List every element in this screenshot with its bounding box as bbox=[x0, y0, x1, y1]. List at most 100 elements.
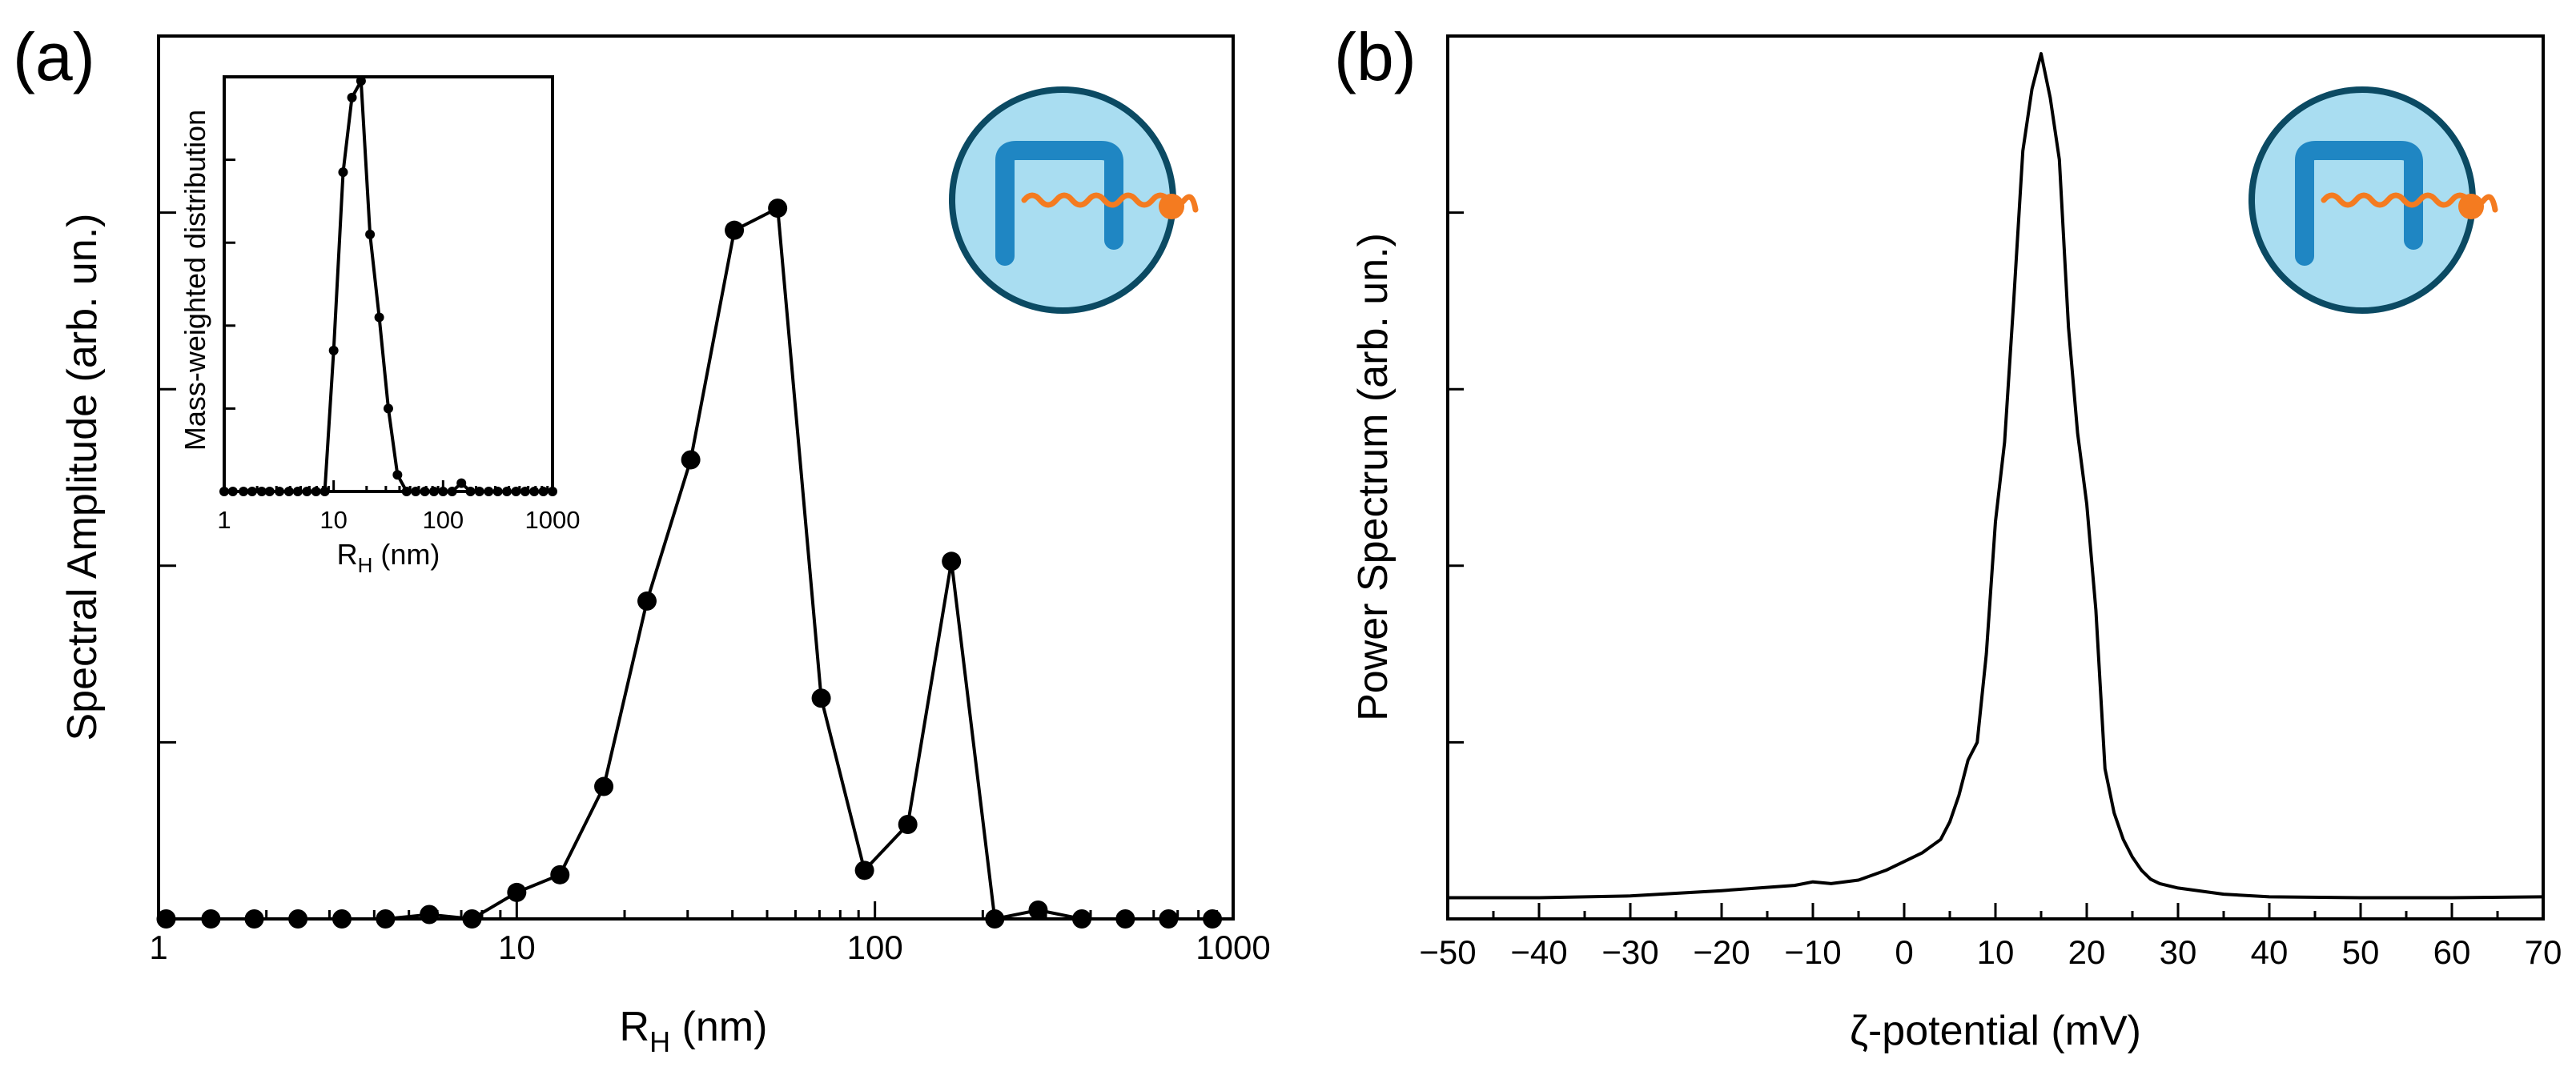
inset-data-point bbox=[401, 487, 412, 496]
inset-data-point bbox=[411, 487, 421, 496]
inset-data-point bbox=[328, 345, 339, 355]
panel-a-data-point bbox=[854, 860, 874, 880]
panel-a-x-tick-label: 100 bbox=[847, 929, 903, 966]
panel-a-data-point bbox=[1159, 909, 1179, 929]
inset-data-point bbox=[484, 487, 494, 496]
panel-a-x-tick-label: 1 bbox=[149, 929, 167, 966]
inset-data-point bbox=[428, 487, 439, 496]
inset-data-point bbox=[383, 403, 393, 414]
inset-data-point bbox=[492, 487, 503, 496]
panel-a-data-point bbox=[681, 450, 701, 470]
panel-b-x-tick-label: 10 bbox=[1977, 933, 2015, 971]
inset-data-point bbox=[392, 470, 403, 480]
panel-a: (a) 1 10 100 1000 Spectral Amplitude (arb. … bbox=[13, 19, 1271, 1058]
panel-a-series bbox=[156, 199, 1223, 929]
micelle-polymer-icon bbox=[2248, 86, 2498, 314]
panel-b-label: (b) bbox=[1334, 19, 1417, 94]
inset-x-axis-title-sub: H bbox=[358, 553, 373, 577]
inset-data-point bbox=[365, 229, 376, 239]
panel-a-x-tick-labels: 1 10 100 1000 bbox=[149, 929, 1270, 966]
panel-b-x-tick-label: 60 bbox=[2433, 933, 2471, 971]
panel-a-x-tick-label: 1000 bbox=[1196, 929, 1270, 966]
inset-data-point bbox=[227, 487, 238, 496]
panel-a-data-point bbox=[244, 909, 264, 929]
panel-b-x-tick-label: 0 bbox=[1895, 933, 1913, 971]
inset-x-tick-label: 1 bbox=[217, 506, 231, 534]
panel-b-x-tick-labels: −50 −40 −30 −20 −10 0 10 20 30 40 50 60 70 bbox=[1419, 933, 2562, 971]
inset-data-point bbox=[247, 487, 257, 496]
chain-end-group bbox=[1159, 194, 1184, 219]
panel-a-data-point bbox=[462, 909, 482, 929]
inset-data-point bbox=[420, 487, 430, 496]
inset-data-point bbox=[338, 167, 348, 178]
panel-a-data-point bbox=[156, 909, 176, 929]
inset-x-axis-title-main: R bbox=[337, 538, 358, 571]
inset-data-point bbox=[264, 487, 275, 496]
panel-a-data-point bbox=[1028, 900, 1048, 920]
panel-b-x-tick-label: 40 bbox=[2251, 933, 2289, 971]
panel-b-x-tick-label: −50 bbox=[1419, 933, 1476, 971]
inset-data-point bbox=[548, 487, 557, 496]
panel-b-y-axis-title: Power Spectrum (arb. un.) bbox=[1350, 233, 1397, 721]
panel-a-data-point bbox=[985, 909, 1005, 929]
panel-a-x-axis-title: RH (nm) bbox=[620, 1004, 768, 1058]
panel-b-x-tick-label: 50 bbox=[2342, 933, 2380, 971]
micelle-polymer-icon bbox=[949, 86, 1199, 314]
panel-a-data-point bbox=[288, 909, 308, 929]
inset-x-axis-title: RH (nm) bbox=[337, 538, 440, 577]
panel-a-series-line bbox=[166, 207, 1213, 921]
inset-data-point bbox=[520, 487, 530, 496]
panel-b: (b) −50 −40 −30 −20 −10 0 10 20 30 40 50 60 70 Power… bbox=[1334, 19, 2562, 1054]
panel-a-data-point bbox=[550, 864, 570, 884]
panel-b-series bbox=[1448, 52, 2544, 900]
panel-a-x-axis-title-unit: (nm) bbox=[670, 1004, 767, 1050]
panel-b-x-tick-label: 30 bbox=[2160, 933, 2197, 971]
inset-x-axis-title-unit: (nm) bbox=[372, 538, 440, 571]
panel-a-x-axis-title-sub: H bbox=[649, 1025, 670, 1058]
inset-data-point bbox=[447, 487, 457, 496]
inset-data-point bbox=[465, 487, 476, 496]
panel-a-data-point bbox=[1071, 909, 1091, 929]
panel-a-data-point bbox=[1115, 909, 1135, 929]
inset-data-point bbox=[511, 487, 521, 496]
panel-a-data-point bbox=[332, 909, 352, 929]
inset-y-axis-title: Mass-weighted distribution bbox=[179, 110, 211, 451]
inset-data-point bbox=[311, 487, 321, 496]
inset-data-point bbox=[292, 487, 303, 496]
panel-a-label: (a) bbox=[13, 19, 95, 94]
panel-a-data-point bbox=[942, 552, 962, 572]
panel-b-x-tick-label: −20 bbox=[1693, 933, 1750, 971]
inset-data-point bbox=[474, 487, 484, 496]
panel-a-y-axis-title: Spectral Amplitude (arb. un.) bbox=[59, 214, 106, 741]
panel-b-ticks bbox=[1446, 211, 2545, 919]
panel-b-x-tick-label: −30 bbox=[1601, 933, 1658, 971]
inset-data-point bbox=[456, 478, 467, 488]
inset-data-point bbox=[356, 76, 366, 86]
panel-a-data-point bbox=[768, 199, 788, 219]
inset-x-tick-label: 100 bbox=[422, 506, 464, 534]
panel-b-series-line bbox=[1448, 52, 2544, 900]
inset-data-point bbox=[319, 487, 330, 496]
panel-a-data-point bbox=[725, 220, 745, 240]
panel-a-data-point bbox=[1203, 909, 1223, 929]
panel-a-data-point bbox=[637, 591, 657, 611]
chain-end-group bbox=[2458, 194, 2484, 219]
panel-a-data-point bbox=[420, 905, 440, 925]
inset-series bbox=[219, 76, 557, 496]
inset-data-point bbox=[374, 312, 384, 323]
inset-data-point bbox=[347, 92, 357, 102]
inset-frame bbox=[223, 75, 554, 493]
panel-a-x-axis-title-main: R bbox=[620, 1004, 650, 1050]
inset-data-point bbox=[538, 487, 549, 496]
panel-a-frame bbox=[157, 34, 1235, 921]
polymer-bracket bbox=[2295, 141, 2423, 266]
panel-a-data-point bbox=[594, 776, 614, 796]
panel-a-x-tick-label: 10 bbox=[498, 929, 536, 966]
inset-ticks bbox=[223, 158, 554, 491]
inset-data-point bbox=[302, 487, 312, 496]
inset-series-line bbox=[224, 79, 553, 493]
inset-data-point bbox=[256, 487, 267, 496]
inset-x-tick-labels: 1 10 100 1000 bbox=[217, 506, 580, 534]
panel-a-data-point bbox=[201, 909, 221, 929]
